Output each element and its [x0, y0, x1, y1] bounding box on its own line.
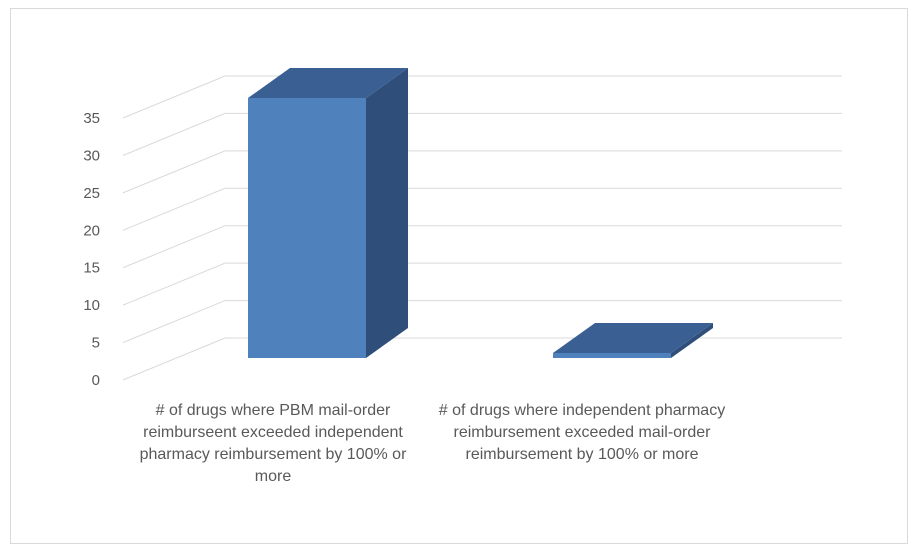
bar-side-0: [366, 68, 408, 358]
y-tick-label-0: 0: [92, 372, 100, 389]
y-tick-label-1: 5: [92, 335, 100, 352]
y-axis-ticks: 0 5 10 15 20 25 30 35: [83, 110, 100, 389]
bars: [248, 68, 713, 358]
category-label-1: # of drugs where independent pharmacy re…: [438, 402, 726, 463]
gridline-4: [122, 187, 842, 231]
bar-front-1: [553, 353, 671, 358]
bar-top-1: [553, 323, 713, 353]
gridline-6: [122, 112, 842, 156]
gridline-1: [122, 300, 842, 344]
gridline-0: [122, 337, 842, 381]
gridline-2: [122, 262, 842, 306]
y-tick-label-2: 10: [83, 297, 100, 314]
bar-top-0: [248, 68, 408, 98]
gridline-3: [122, 225, 842, 269]
chart-frame: [10, 8, 908, 544]
bar-side-1: [671, 323, 713, 358]
gridline-5: [122, 150, 842, 194]
y-tick-label-4: 20: [83, 222, 100, 239]
y-tick-label-6: 30: [83, 147, 100, 164]
gridlines: [122, 75, 842, 381]
y-tick-label-3: 15: [83, 260, 100, 277]
y-tick-label-5: 25: [83, 185, 100, 202]
category-label-0: # of drugs where PBM mail-order reimburs…: [139, 402, 407, 485]
y-tick-label-7: 35: [83, 110, 100, 127]
bar-front-0: [248, 98, 366, 358]
gridline-7: [122, 75, 842, 119]
